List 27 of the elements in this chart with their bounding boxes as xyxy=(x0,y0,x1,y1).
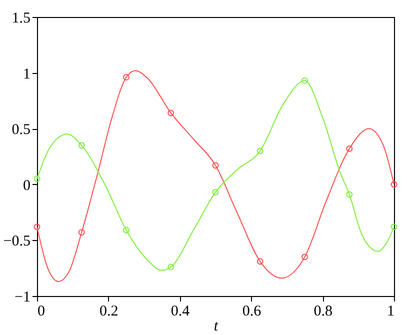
y-tick-label: −1 xyxy=(14,290,30,306)
x-axis-title: t xyxy=(214,318,219,334)
point xyxy=(123,226,130,234)
point xyxy=(212,162,219,169)
y-tick-label: 0 xyxy=(23,178,30,194)
x-tick-label: 0.6 xyxy=(242,304,262,320)
point xyxy=(78,229,85,236)
point xyxy=(346,191,353,198)
point xyxy=(123,74,130,80)
point xyxy=(168,110,174,116)
point xyxy=(168,264,174,270)
point xyxy=(256,148,264,154)
y-tick-label: 0.5 xyxy=(12,122,30,138)
x-tick-label: 0.8 xyxy=(314,304,332,320)
y-tick-label: 1 xyxy=(23,66,30,82)
y-tick-label: −0.5 xyxy=(3,234,30,250)
point xyxy=(78,142,85,149)
point xyxy=(212,188,219,196)
x-tick-label: 0.2 xyxy=(100,304,118,320)
y-tick-label: 1.5 xyxy=(12,10,30,26)
x-tick-label: 1 xyxy=(387,304,394,320)
point xyxy=(346,145,353,152)
x-tick-label: 0 xyxy=(38,304,45,320)
x-tick-label: 0.4 xyxy=(170,304,190,320)
point xyxy=(302,254,308,260)
point xyxy=(302,77,308,84)
point xyxy=(256,258,264,265)
